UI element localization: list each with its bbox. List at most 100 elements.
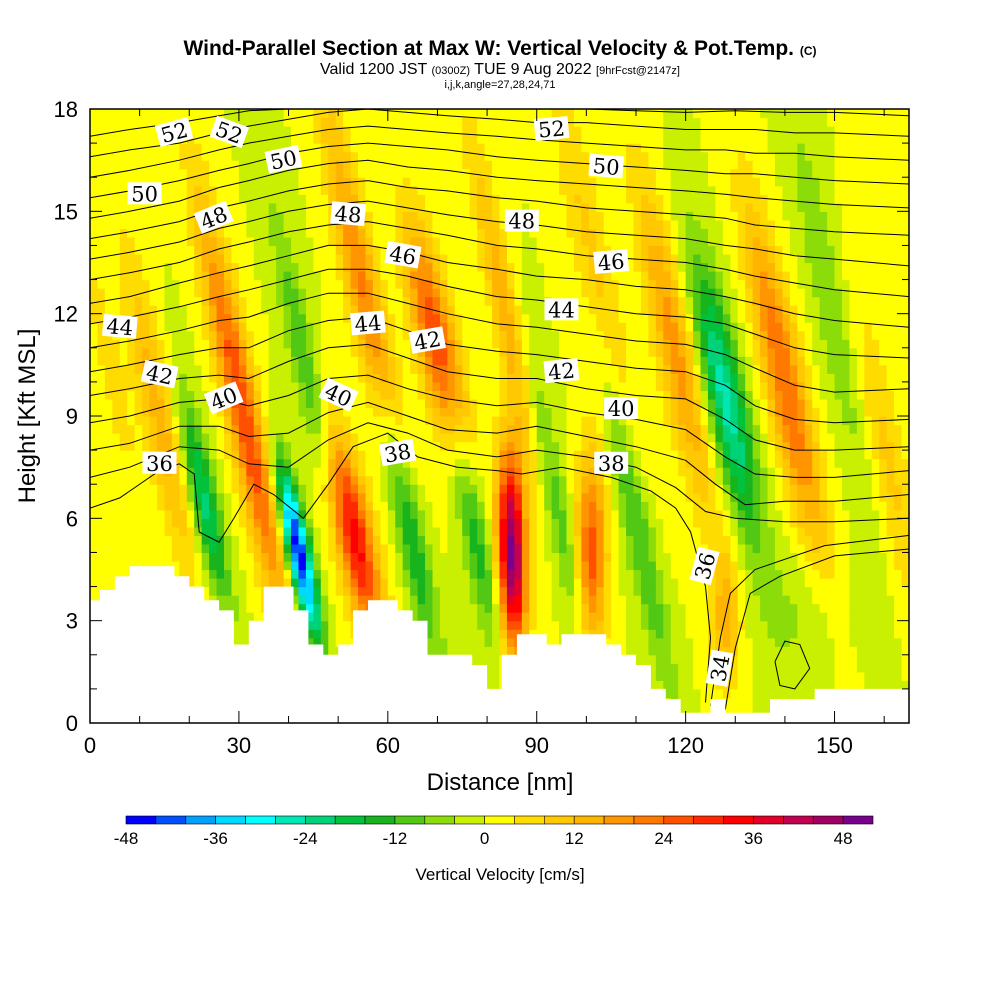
- velocity-cell: [395, 219, 404, 229]
- velocity-cell: [268, 390, 277, 400]
- velocity-cell: [142, 219, 151, 229]
- velocity-cell: [588, 560, 597, 571]
- velocity-cell: [365, 185, 374, 195]
- velocity-cell: [186, 296, 195, 306]
- velocity-cell: [209, 595, 218, 605]
- velocity-cell: [343, 518, 352, 528]
- velocity-cell: [119, 202, 128, 212]
- velocity-cell: [417, 347, 426, 357]
- velocity-cell: [238, 168, 247, 178]
- velocity-cell: [365, 475, 374, 485]
- velocity-cell: [112, 117, 121, 127]
- velocity-cell: [328, 134, 337, 144]
- velocity-cell: [127, 177, 136, 187]
- velocity-cell: [171, 168, 180, 178]
- velocity-cell: [119, 168, 128, 178]
- velocity-cell: [514, 433, 523, 443]
- velocity-cell: [425, 134, 434, 144]
- velocity-cell: [425, 151, 434, 161]
- velocity-cell: [469, 236, 478, 247]
- velocity-cell: [380, 475, 389, 485]
- velocity-cell: [447, 330, 456, 340]
- velocity-cell: [454, 578, 463, 588]
- velocity-cell: [328, 518, 337, 528]
- velocity-cell: [216, 228, 225, 238]
- velocity-cell: [186, 416, 195, 426]
- velocity-cell: [410, 407, 419, 417]
- velocity-cell: [484, 595, 493, 605]
- velocity-cell: [395, 509, 404, 519]
- velocity-cell: [119, 518, 128, 528]
- velocity-cell: [328, 458, 337, 468]
- velocity-cell: [477, 492, 486, 502]
- velocity-cell: [291, 347, 300, 357]
- velocity-cell: [417, 424, 426, 434]
- velocity-cell: [305, 620, 314, 630]
- velocity-cell: [521, 381, 530, 392]
- velocity-cell: [104, 211, 113, 221]
- velocity-cell: [387, 236, 396, 247]
- velocity-cell: [194, 194, 203, 204]
- velocity-cell: [417, 612, 426, 622]
- velocity-cell: [268, 339, 277, 349]
- velocity-cell: [179, 219, 188, 229]
- velocity-cell: [246, 390, 255, 400]
- velocity-cell: [142, 126, 151, 136]
- velocity-cell: [246, 586, 255, 596]
- velocity-cell: [142, 253, 151, 264]
- velocity-cell: [402, 262, 411, 272]
- velocity-cell: [588, 356, 597, 366]
- velocity-cell: [432, 134, 441, 144]
- velocity-cell: [104, 407, 113, 417]
- velocity-cell: [276, 134, 285, 144]
- velocity-cell: [559, 492, 568, 502]
- velocity-cell: [104, 484, 113, 494]
- velocity-cell: [350, 194, 359, 204]
- velocity-cell: [596, 560, 605, 571]
- velocity-cell: [194, 245, 203, 255]
- velocity-cell: [581, 458, 590, 468]
- velocity-cell: [298, 381, 307, 392]
- velocity-cell: [536, 356, 545, 366]
- velocity-cell: [387, 168, 396, 178]
- velocity-cell: [521, 228, 530, 238]
- velocity-cell: [97, 160, 106, 170]
- velocity-cell: [261, 475, 270, 485]
- velocity-cell: [246, 441, 255, 451]
- velocity-cell: [417, 441, 426, 451]
- velocity-cell: [484, 680, 493, 690]
- velocity-cell: [291, 356, 300, 366]
- velocity-cell: [157, 356, 166, 366]
- velocity-cell: [119, 569, 128, 579]
- velocity-cell: [335, 612, 344, 622]
- velocity-cell: [402, 424, 411, 434]
- velocity-cell: [253, 160, 262, 170]
- velocity-cell: [246, 407, 255, 417]
- velocity-cell: [521, 543, 530, 554]
- velocity-cell: [328, 313, 337, 323]
- velocity-cell: [253, 211, 262, 221]
- velocity-cell: [536, 535, 545, 545]
- velocity-cell: [432, 288, 441, 298]
- velocity-cell: [492, 501, 501, 511]
- velocity-cell: [119, 501, 128, 511]
- velocity-cell: [149, 313, 158, 323]
- velocity-cell: [447, 560, 456, 571]
- velocity-cell: [566, 211, 575, 221]
- velocity-cell: [402, 364, 411, 374]
- velocity-cell: [410, 279, 419, 289]
- velocity-cell: [216, 381, 225, 392]
- velocity-cell: [119, 509, 128, 519]
- velocity-cell: [581, 313, 590, 323]
- velocity-cell: [425, 364, 434, 374]
- velocity-cell: [276, 330, 285, 340]
- velocity-cell: [268, 236, 277, 247]
- velocity-cell: [238, 364, 247, 374]
- velocity-cell: [559, 569, 568, 579]
- velocity-cell: [439, 236, 448, 247]
- velocity-cell: [343, 526, 352, 536]
- velocity-cell: [536, 322, 545, 332]
- velocity-cell: [484, 313, 493, 323]
- velocity-cell: [112, 219, 121, 229]
- velocity-cell: [581, 543, 590, 554]
